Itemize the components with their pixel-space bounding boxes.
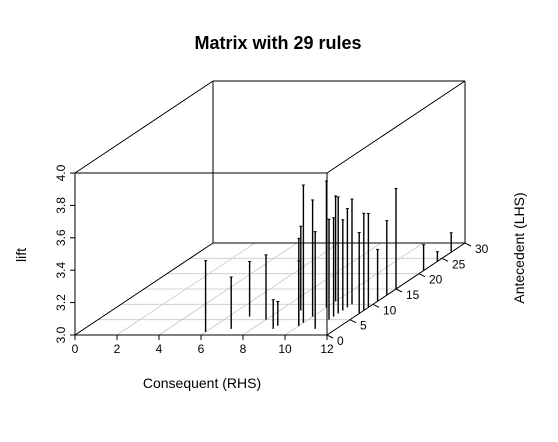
y-axis-label: Antecedent (LHS) xyxy=(511,192,527,303)
rule-point-1 xyxy=(204,260,208,332)
y-tick-mark xyxy=(349,319,357,324)
rule-point-19 xyxy=(336,196,340,314)
y-tick-label: 30 xyxy=(475,242,489,256)
data-points xyxy=(204,180,453,332)
y-tick-mark xyxy=(464,242,472,247)
rule-point-22 xyxy=(366,212,370,308)
rule-point-28 xyxy=(449,232,453,253)
x-tick-label: 10 xyxy=(278,342,292,356)
rule-point-16 xyxy=(350,198,354,305)
z-tick-label: 3.0 xyxy=(54,326,68,343)
rule-point-4 xyxy=(264,254,268,320)
y-tick-mark xyxy=(372,303,380,308)
box-edge xyxy=(74,80,214,174)
y-tick-label: 10 xyxy=(383,303,397,317)
rule-point-17 xyxy=(327,218,331,320)
z-tick-label: 3.6 xyxy=(54,229,68,246)
y-tick-label: 25 xyxy=(452,257,466,271)
y-tick-label: 5 xyxy=(360,319,367,333)
rule-point-25 xyxy=(376,248,380,302)
x-tick-label: 0 xyxy=(72,342,79,356)
x-tick-label: 12 xyxy=(320,342,334,356)
rule-point-29 xyxy=(357,232,361,314)
rule-point-3 xyxy=(248,261,252,317)
box-edge xyxy=(74,242,214,336)
rule-point-12 xyxy=(301,184,305,323)
rule-point-14 xyxy=(313,231,317,329)
chart-title: Matrix with 29 rules xyxy=(194,33,361,53)
y-tick-mark xyxy=(326,334,334,339)
y-tick-label: 15 xyxy=(406,288,420,302)
x-tick-label: 8 xyxy=(240,342,247,356)
y-tick-mark xyxy=(418,273,426,278)
box-back-edges xyxy=(74,80,466,336)
rule-point-5 xyxy=(299,225,303,311)
z-tick-label: 3.8 xyxy=(54,197,68,214)
rule-point-15 xyxy=(341,219,345,311)
z-tick-label: 4.0 xyxy=(54,164,68,181)
rule-point-21 xyxy=(362,212,366,311)
z-tick-label: 3.2 xyxy=(54,294,68,311)
rule-point-9 xyxy=(334,195,338,302)
box-edge xyxy=(326,80,466,174)
x-axis-ticks: 0 2 4 6 8 10 12 xyxy=(72,335,334,356)
z-tick-label: 3.4 xyxy=(54,262,68,279)
rule-point-27 xyxy=(435,251,439,262)
rule-point-2 xyxy=(229,276,233,329)
rule-point-13 xyxy=(297,237,301,326)
y-tick-mark xyxy=(441,257,449,262)
y-tick-label: 20 xyxy=(429,273,443,287)
rule-point-7 xyxy=(276,301,280,326)
z-axis-label: lift xyxy=(13,248,29,262)
z-axis-ticks: 3.0 3.2 3.4 3.6 3.8 4.0 xyxy=(54,164,75,343)
rule-point-11 xyxy=(311,199,315,317)
x-tick-label: 6 xyxy=(198,342,205,356)
rule-point-23 xyxy=(385,220,389,296)
rule-point-6 xyxy=(271,299,275,329)
y-tick-mark xyxy=(395,288,403,293)
rule-point-20 xyxy=(345,208,349,308)
x-tick-label: 2 xyxy=(114,342,121,356)
y-axis-ticks: 0 5 10 15 20 25 30 xyxy=(326,242,489,348)
x-tick-label: 4 xyxy=(156,342,163,356)
rule-point-18 xyxy=(332,217,336,317)
rule-point-26 xyxy=(422,244,426,271)
y-tick-label: 0 xyxy=(337,334,344,348)
x-axis-label: Consequent (RHS) xyxy=(143,375,261,391)
rule-point-24 xyxy=(394,188,398,289)
